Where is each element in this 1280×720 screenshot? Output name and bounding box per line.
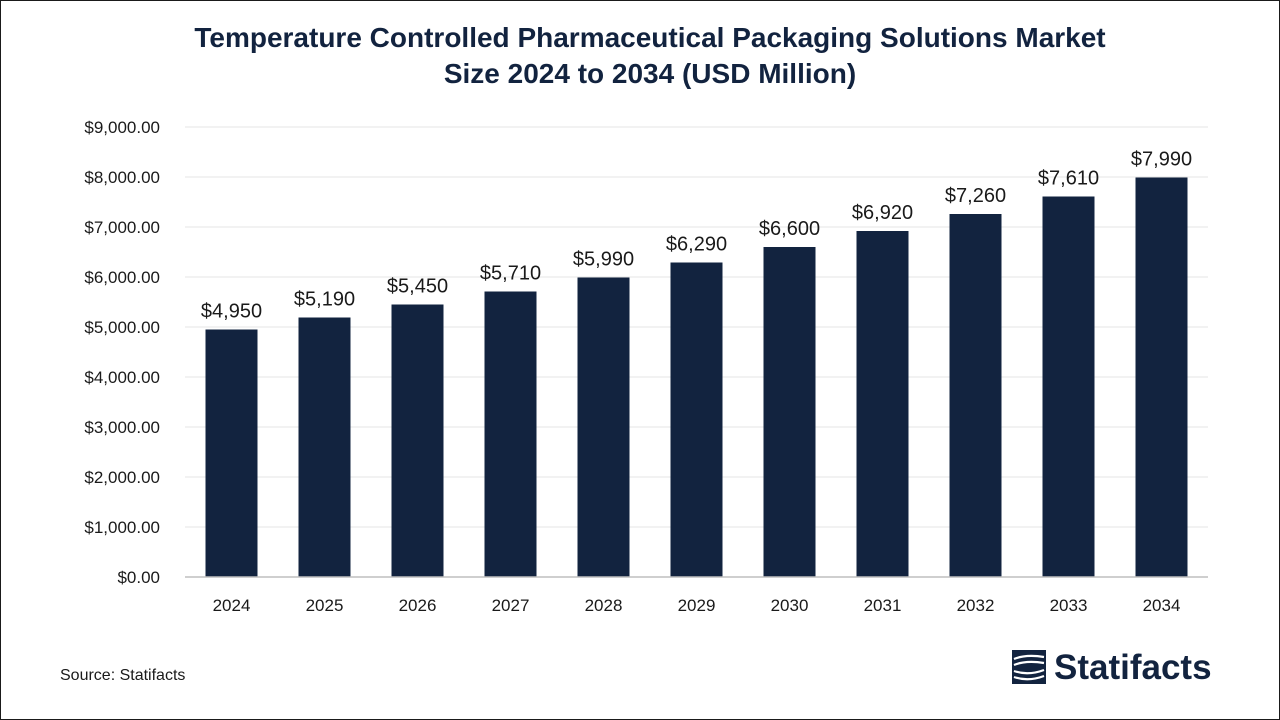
- data-label: $5,190: [294, 289, 355, 311]
- y-tick-label: $9,000.00: [84, 118, 160, 137]
- bar: [205, 329, 258, 577]
- x-tick-label: 2026: [399, 596, 437, 615]
- data-label: $6,920: [852, 202, 913, 224]
- data-label: $7,610: [1038, 168, 1099, 190]
- x-tick-label: 2034: [1143, 596, 1181, 615]
- x-tick-label: 2027: [492, 596, 530, 615]
- y-tick-label: $5,000.00: [84, 318, 160, 337]
- chart-title-line-1: Temperature Controlled Pharmaceutical Pa…: [194, 22, 1106, 53]
- bar: [763, 247, 816, 577]
- data-label: $6,290: [666, 234, 727, 256]
- x-tick-label: 2025: [306, 596, 344, 615]
- bar: [298, 317, 351, 577]
- statifacts-logo: Statifacts: [1012, 648, 1212, 688]
- x-tick-label: 2033: [1050, 596, 1088, 615]
- statifacts-logo-icon: [1012, 650, 1046, 684]
- bar: [577, 277, 630, 577]
- bar: [856, 231, 909, 577]
- x-tick-label: 2031: [864, 596, 902, 615]
- bar: [391, 304, 444, 577]
- data-label: $4,950: [201, 301, 262, 323]
- data-label: $6,600: [759, 218, 820, 240]
- y-tick-label: $2,000.00: [84, 468, 160, 487]
- y-tick-label: $8,000.00: [84, 168, 160, 187]
- data-label: $7,260: [945, 185, 1006, 207]
- y-tick-label: $6,000.00: [84, 268, 160, 287]
- bar: [1135, 177, 1188, 577]
- y-tick-label: $4,000.00: [84, 368, 160, 387]
- data-label: $5,710: [480, 263, 541, 285]
- x-tick-label: 2024: [213, 596, 251, 615]
- data-label: $7,990: [1131, 149, 1192, 171]
- bar: [1042, 196, 1095, 577]
- y-tick-label: $7,000.00: [84, 218, 160, 237]
- bar: [949, 214, 1002, 577]
- bar: [484, 291, 537, 577]
- y-tick-label: $3,000.00: [84, 418, 160, 437]
- bar: [670, 262, 723, 577]
- y-tick-label: $0.00: [117, 568, 160, 587]
- chart-title: Temperature Controlled Pharmaceutical Pa…: [0, 20, 1280, 92]
- data-label: $5,990: [573, 249, 634, 271]
- x-tick-label: 2028: [585, 596, 623, 615]
- chart-title-line-2: Size 2024 to 2034 (USD Million): [443, 58, 857, 89]
- x-tick-label: 2030: [771, 596, 809, 615]
- x-tick-label: 2032: [957, 596, 995, 615]
- x-tick-label: 2029: [678, 596, 716, 615]
- data-label: $5,450: [387, 276, 448, 298]
- source-note: Source: Statifacts: [60, 667, 186, 684]
- logo-text: Statifacts: [1054, 648, 1212, 687]
- y-tick-label: $1,000.00: [84, 518, 160, 537]
